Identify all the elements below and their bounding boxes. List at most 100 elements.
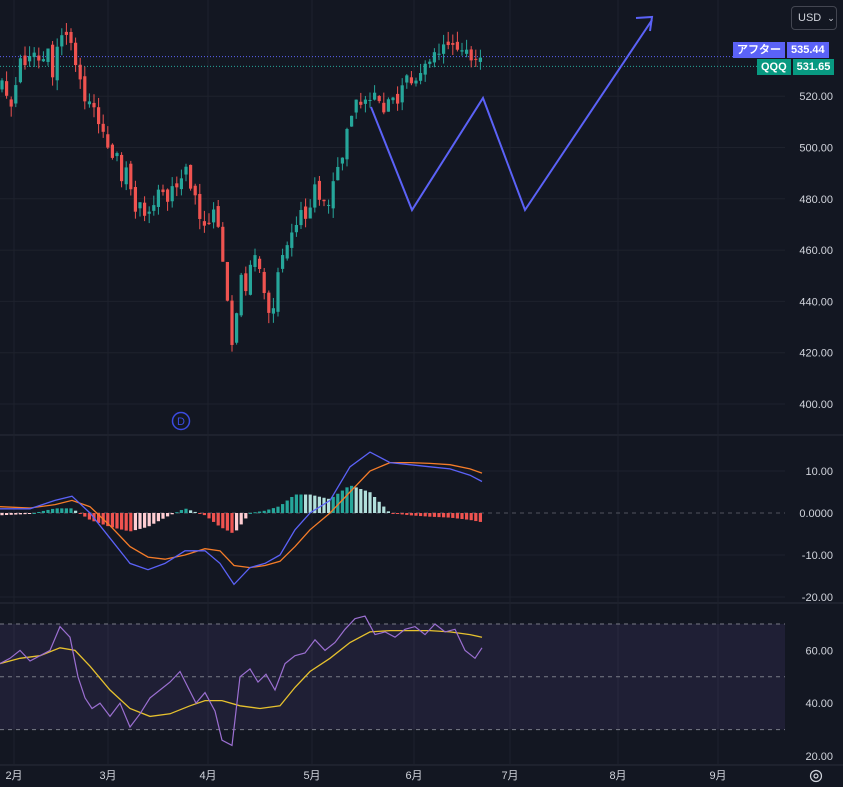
macd-histogram-bar: [202, 513, 206, 516]
macd-histogram-bar: [336, 493, 340, 513]
candle-body: [363, 99, 367, 104]
grid-lines: [0, 0, 843, 766]
macd-histogram-bar: [179, 510, 183, 513]
macd-histogram-bar: [189, 510, 193, 513]
x-tick-label: 9月: [709, 770, 726, 782]
candle-body: [60, 35, 64, 47]
candle-body: [290, 232, 294, 248]
macd-histogram-bar: [41, 510, 45, 513]
macd-histogram-bar: [437, 513, 441, 518]
candle-body: [239, 274, 243, 316]
macd-histogram-bar: [294, 494, 298, 513]
dividend-marker: [171, 411, 191, 431]
candle-body: [14, 85, 18, 104]
macd-histogram-bar: [5, 513, 9, 516]
macd-histogram-bar: [386, 511, 390, 513]
candle-body: [143, 202, 147, 216]
candle-body: [5, 81, 9, 96]
candle-body: [386, 99, 390, 112]
macd-histogram-bar: [299, 494, 303, 513]
macd-histogram-bar: [23, 513, 27, 515]
candle-body: [299, 210, 303, 226]
macd-histogram-bar: [267, 509, 271, 513]
candle-body: [207, 222, 211, 224]
macd-histogram-bar: [313, 495, 317, 513]
macd-histogram-bar: [69, 508, 73, 513]
chevron-down-icon: ⌄: [827, 12, 835, 23]
macd-histogram-bar: [46, 509, 50, 513]
price-tick-label: 520.00: [799, 91, 833, 103]
macd-histogram-bar: [304, 494, 308, 513]
macd-histogram-bar: [405, 513, 409, 515]
macd-histogram-bar: [474, 513, 478, 522]
candle-body: [55, 46, 59, 81]
macd-histogram-bar: [446, 513, 450, 518]
candle-body: [253, 255, 257, 267]
macd-histogram-bar: [87, 513, 91, 520]
candle-body: [120, 154, 124, 182]
price-tick-label: 420.00: [799, 348, 833, 360]
candle-body: [465, 49, 469, 54]
macd-histogram-bar: [419, 513, 423, 517]
projection-arrowhead: [635, 15, 654, 32]
rsi-tick-label: 40.00: [805, 698, 833, 710]
candle-body: [175, 183, 179, 188]
macd-histogram-bar: [285, 500, 289, 513]
currency-label: USD: [798, 12, 822, 24]
candle-body: [212, 209, 216, 223]
candle-body: [327, 204, 331, 206]
chart-settings-button[interactable]: [806, 766, 826, 786]
candle-body: [396, 93, 400, 104]
candle-body: [23, 55, 27, 66]
candle-body: [451, 43, 455, 45]
macd-histogram-bar: [327, 498, 331, 513]
macd-histogram-bar: [147, 513, 151, 527]
price-tick-label: 440.00: [799, 296, 833, 308]
macd-histogram-bar: [271, 508, 275, 513]
macd-histogram-bar: [400, 513, 404, 515]
macd-histogram-bar: [331, 496, 335, 513]
macd-histogram-bar: [161, 513, 165, 519]
macd-histogram-bar: [129, 513, 133, 532]
candle-body: [41, 59, 45, 62]
macd-histogram-bar: [60, 508, 64, 513]
candle-body: [189, 164, 193, 189]
x-tick-label: 7月: [501, 770, 518, 782]
candle-body: [83, 76, 87, 102]
macd-histogram-bar: [451, 513, 455, 518]
candle-body: [377, 95, 381, 102]
macd-histogram-bar: [432, 513, 436, 517]
candle-body: [110, 144, 114, 158]
macd-histogram-bar: [308, 494, 312, 513]
macd-histogram-bar: [377, 501, 381, 513]
currency-button[interactable]: USD ⌄: [791, 6, 837, 30]
macd-histogram-bar: [166, 513, 170, 517]
x-tick-label: 8月: [609, 770, 626, 782]
macd-histogram-bar: [115, 513, 119, 529]
macd-histogram-bar: [221, 513, 225, 529]
macd-histogram-bar: [198, 513, 202, 514]
macd-histogram-bar: [239, 513, 243, 525]
macd-pane[interactable]: [0, 451, 483, 586]
candle-body: [129, 163, 133, 190]
candle-body: [368, 99, 372, 101]
rsi-pane[interactable]: [0, 615, 785, 747]
macd-histogram-bar: [64, 508, 68, 513]
macd-histogram-bar: [152, 513, 156, 524]
macd-histogram-bar: [363, 490, 367, 513]
price-tick-label: 480.00: [799, 194, 833, 206]
candle-body: [428, 61, 432, 64]
price-pane[interactable]: D: [0, 15, 785, 431]
candle-body: [354, 99, 358, 113]
x-tick-label: 2月: [5, 770, 22, 782]
candle-body: [423, 63, 427, 75]
candle-body: [51, 44, 55, 78]
macd-tick-label: 10.00: [805, 466, 833, 478]
qqq-price-tag: QQQ 531.65: [757, 59, 837, 75]
macd-histogram-bar: [258, 511, 262, 513]
qqq-value: 531.65: [792, 59, 835, 75]
macd-histogram-bar: [216, 513, 220, 526]
macd-histogram-bar: [9, 513, 13, 515]
candle-body: [432, 52, 436, 63]
